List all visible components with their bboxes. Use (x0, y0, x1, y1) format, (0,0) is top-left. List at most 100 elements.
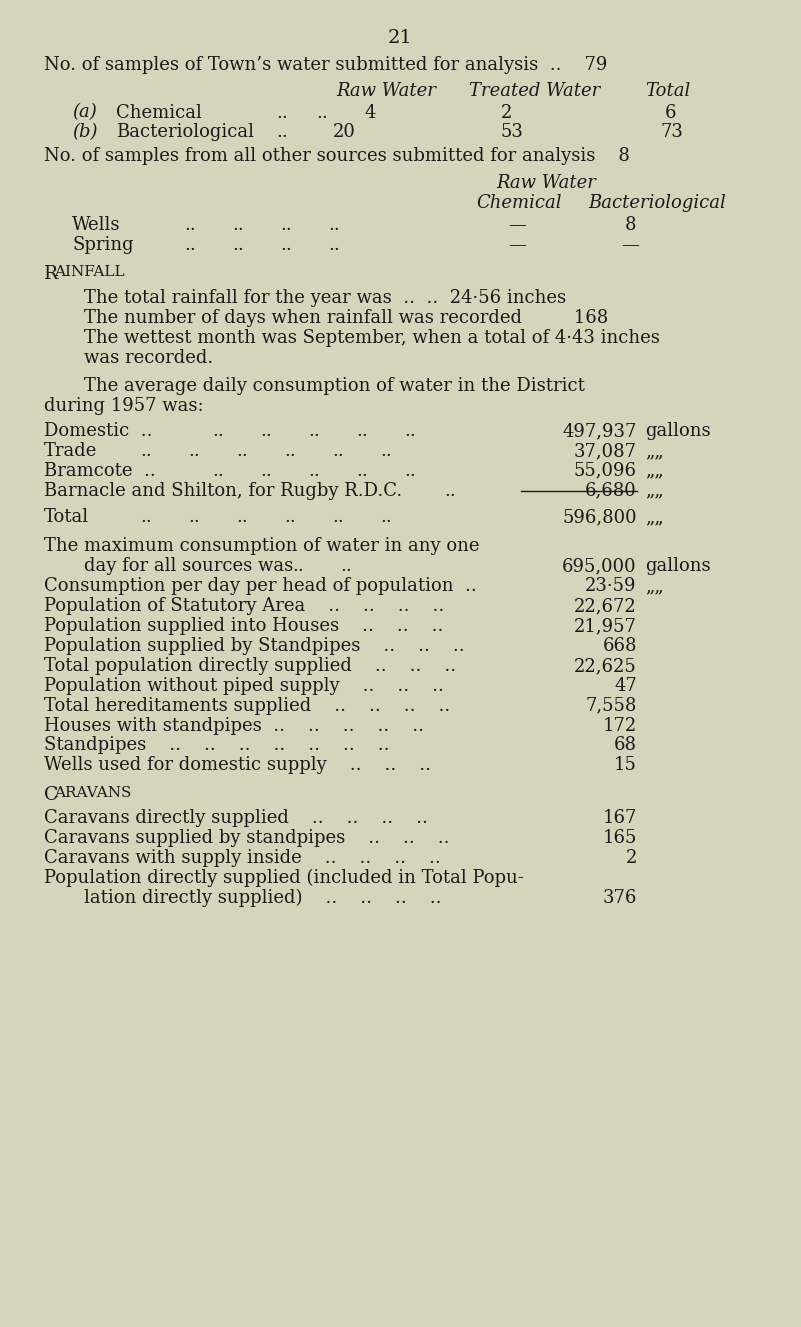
Text: ..: .. (140, 508, 152, 527)
Text: Population without piped supply    ..    ..    ..: Population without piped supply .. .. .. (44, 677, 444, 695)
Text: Spring: Spring (72, 236, 134, 255)
Text: 695,000: 695,000 (562, 557, 637, 576)
Text: 22,625: 22,625 (574, 657, 637, 675)
Text: ..: .. (356, 422, 368, 441)
Text: ..: .. (276, 123, 288, 142)
Text: ..: .. (188, 508, 200, 527)
Text: 6,680: 6,680 (585, 482, 637, 500)
Text: ..: .. (356, 462, 368, 480)
Text: 8: 8 (625, 216, 636, 235)
Text: Chemical: Chemical (477, 194, 562, 212)
Text: 47: 47 (614, 677, 637, 695)
Text: ..: .. (260, 462, 272, 480)
Text: The average daily consumption of water in the District: The average daily consumption of water i… (84, 377, 585, 395)
Text: Total hereditaments supplied    ..    ..    ..    ..: Total hereditaments supplied .. .. .. .. (44, 697, 450, 715)
Text: 55,096: 55,096 (574, 462, 637, 480)
Text: ..: .. (332, 508, 344, 527)
Text: Bramcote  ..: Bramcote .. (44, 462, 156, 480)
Text: ..: .. (292, 557, 304, 576)
Text: ..: .. (328, 236, 340, 255)
Text: 20: 20 (332, 123, 356, 142)
Text: Raw Water: Raw Water (497, 174, 597, 192)
Text: ..: .. (236, 442, 248, 460)
Text: 497,937: 497,937 (562, 422, 637, 441)
Text: Caravans directly supplied    ..    ..    ..    ..: Caravans directly supplied .. .. .. .. (44, 809, 428, 828)
Text: 68: 68 (614, 736, 637, 755)
Text: Caravans supplied by standpipes    ..    ..    ..: Caravans supplied by standpipes .. .. .. (44, 829, 449, 848)
Text: —: — (509, 236, 526, 255)
Text: was recorded.: was recorded. (84, 349, 213, 368)
Text: Caravans with supply inside    ..    ..    ..    ..: Caravans with supply inside .. .. .. .. (44, 849, 441, 868)
Text: ..: .. (212, 462, 224, 480)
Text: 21: 21 (388, 29, 413, 48)
Text: „„: „„ (645, 577, 663, 596)
Text: lation directly supplied)    ..    ..    ..    ..: lation directly supplied) .. .. .. .. (84, 889, 441, 908)
Text: 73: 73 (661, 123, 684, 142)
Text: —: — (621, 236, 638, 255)
Text: The total rainfall for the year was  ..  ..  24·56 inches: The total rainfall for the year was .. .… (84, 289, 566, 308)
Text: ..: .. (236, 508, 248, 527)
Text: The wettest month was September, when a total of 4·43 inches: The wettest month was September, when a … (84, 329, 660, 348)
Text: ..: .. (380, 442, 392, 460)
Text: Barnacle and Shilton, for Rugby R.D.C.: Barnacle and Shilton, for Rugby R.D.C. (44, 482, 402, 500)
Text: 165: 165 (602, 829, 637, 848)
Text: 7,558: 7,558 (586, 697, 637, 715)
Text: ..: .. (328, 216, 340, 235)
Text: during 1957 was:: during 1957 was: (44, 397, 203, 415)
Text: ..: .. (445, 482, 457, 500)
Text: 2: 2 (626, 849, 637, 868)
Text: 4: 4 (364, 104, 376, 122)
Text: No. of samples of Town’s water submitted for analysis  ..    79: No. of samples of Town’s water submitted… (44, 56, 607, 74)
Text: Population supplied by Standpipes    ..    ..    ..: Population supplied by Standpipes .. .. … (44, 637, 465, 656)
Text: 6: 6 (665, 104, 676, 122)
Text: 22,672: 22,672 (574, 597, 637, 616)
Text: „„: „„ (645, 508, 663, 527)
Text: AINFALL: AINFALL (54, 265, 125, 280)
Text: Bacteriological: Bacteriological (589, 194, 727, 212)
Text: 15: 15 (614, 756, 637, 775)
Text: 23·59: 23·59 (586, 577, 637, 596)
Text: „„: „„ (645, 442, 663, 460)
Text: The number of days when rainfall was recorded         168: The number of days when rainfall was rec… (84, 309, 608, 328)
Text: 172: 172 (602, 717, 637, 735)
Text: C: C (44, 786, 58, 804)
Text: Population of Statutory Area    ..    ..    ..    ..: Population of Statutory Area .. .. .. .. (44, 597, 445, 616)
Text: ..: .. (380, 508, 392, 527)
Text: ..: .. (140, 442, 152, 460)
Text: ..: .. (188, 442, 200, 460)
Text: Total population directly supplied    ..    ..    ..: Total population directly supplied .. ..… (44, 657, 457, 675)
Text: ..: .. (276, 104, 288, 122)
Text: ..: .. (405, 462, 417, 480)
Text: Population directly supplied (included in Total Popu-: Population directly supplied (included i… (44, 869, 524, 888)
Text: ..: .. (284, 442, 296, 460)
Text: ..: .. (280, 216, 292, 235)
Text: 668: 668 (602, 637, 637, 656)
Text: 21,957: 21,957 (574, 617, 637, 636)
Text: (a): (a) (72, 104, 97, 122)
Text: Population supplied into Houses    ..    ..    ..: Population supplied into Houses .. .. .. (44, 617, 444, 636)
Text: gallons: gallons (645, 557, 710, 576)
Text: The maximum consumption of water in any one: The maximum consumption of water in any … (44, 537, 480, 556)
Text: „„: „„ (645, 482, 663, 500)
Text: Chemical: Chemical (116, 104, 202, 122)
Text: 37,087: 37,087 (574, 442, 637, 460)
Text: 2: 2 (501, 104, 512, 122)
Text: —: — (509, 216, 526, 235)
Text: „„: „„ (645, 462, 663, 480)
Text: Houses with standpipes  ..    ..    ..    ..    ..: Houses with standpipes .. .. .. .. .. (44, 717, 424, 735)
Text: Wells used for domestic supply    ..    ..    ..: Wells used for domestic supply .. .. .. (44, 756, 431, 775)
Text: ..: .. (308, 462, 320, 480)
Text: 167: 167 (602, 809, 637, 828)
Text: Wells: Wells (72, 216, 121, 235)
Text: R: R (44, 265, 58, 284)
Text: ..: .. (308, 422, 320, 441)
Text: ..: .. (280, 236, 292, 255)
Text: Consumption per day per head of population  ..: Consumption per day per head of populati… (44, 577, 477, 596)
Text: ..: .. (184, 236, 196, 255)
Text: ..: .. (340, 557, 352, 576)
Text: ..: .. (232, 216, 244, 235)
Text: Total: Total (645, 82, 690, 101)
Text: Total: Total (44, 508, 89, 527)
Text: ..: .. (332, 442, 344, 460)
Text: Raw Water: Raw Water (336, 82, 437, 101)
